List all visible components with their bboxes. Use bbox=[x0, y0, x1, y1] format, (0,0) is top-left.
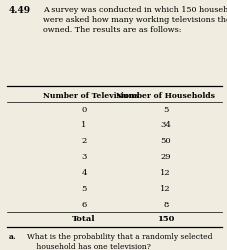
Text: 0: 0 bbox=[81, 105, 87, 113]
Text: a.: a. bbox=[9, 232, 17, 240]
Text: 8: 8 bbox=[163, 200, 168, 208]
Text: 4: 4 bbox=[81, 168, 87, 176]
Text: A survey was conducted in which 150 households
were asked how many working telev: A survey was conducted in which 150 hous… bbox=[43, 6, 227, 34]
Text: 12: 12 bbox=[160, 184, 171, 192]
Text: 50: 50 bbox=[160, 137, 171, 145]
Text: 12: 12 bbox=[160, 168, 171, 176]
Text: 4.49: 4.49 bbox=[9, 6, 31, 15]
Text: 150: 150 bbox=[157, 214, 174, 222]
Text: What is the probability that a randomly selected
    household has one televisio: What is the probability that a randomly … bbox=[27, 232, 213, 250]
Text: 1: 1 bbox=[81, 121, 87, 129]
Text: 5: 5 bbox=[163, 105, 168, 113]
Text: 5: 5 bbox=[81, 184, 87, 192]
Text: 29: 29 bbox=[160, 152, 171, 160]
Text: 6: 6 bbox=[81, 200, 87, 208]
Text: 2: 2 bbox=[81, 137, 87, 145]
Text: 3: 3 bbox=[81, 152, 87, 160]
Text: Number of Televisions: Number of Televisions bbox=[43, 91, 139, 99]
Text: Number of Households: Number of Households bbox=[116, 91, 215, 99]
Text: 34: 34 bbox=[160, 121, 171, 129]
Text: Total: Total bbox=[72, 214, 96, 222]
